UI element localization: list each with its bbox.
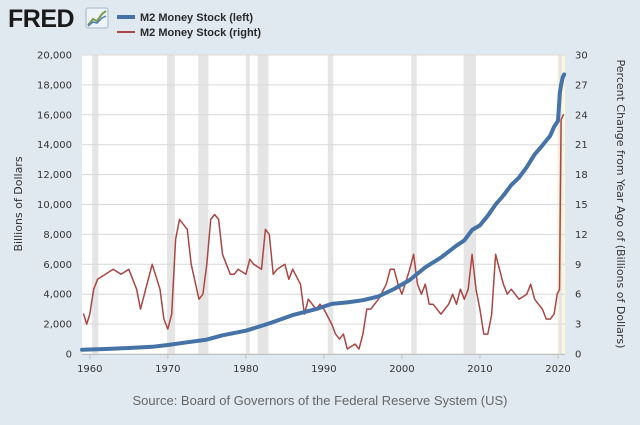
- left-tick-label: 16,000: [37, 110, 72, 121]
- x-tick-label: 1960: [77, 364, 102, 375]
- legend-item-left[interactable]: M2 Money Stock (left): [117, 12, 253, 24]
- legend: M2 Money Stock (left) M2 Money Stock (ri…: [117, 12, 261, 39]
- left-tick-label: 2,000: [43, 320, 72, 331]
- x-tick-label: 1970: [155, 364, 180, 375]
- left-tick-label: 12,000: [37, 170, 72, 181]
- fred-logo-text: FRED: [8, 5, 74, 33]
- left-tick-label: 10,000: [37, 200, 72, 211]
- x-tick-label: 2020: [545, 364, 570, 375]
- right-tick-label: 15: [575, 200, 588, 211]
- source-note: Source: Board of Governors of the Federa…: [133, 393, 508, 408]
- x-tick-label: 2010: [467, 364, 492, 375]
- series-layer: [80, 72, 567, 352]
- left-tick-label: 8,000: [43, 230, 72, 241]
- left-tick-label: 18,000: [37, 80, 72, 91]
- left-tick-label: 6,000: [43, 260, 72, 271]
- right-tick-label: 27: [575, 80, 588, 91]
- left-tick-label: 4,000: [43, 290, 72, 301]
- legend-item-right[interactable]: M2 Money Stock (right): [117, 27, 261, 39]
- legend-label-left: M2 Money Stock (left): [140, 12, 253, 24]
- left-tick-label: 14,000: [37, 140, 72, 151]
- right-tick-label: 0: [575, 350, 581, 361]
- right-tick-label: 6: [575, 290, 581, 301]
- right-tick-label: 30: [575, 51, 588, 62]
- right-tick-label: 21: [575, 140, 588, 151]
- fred-logo-graph-icon: [85, 7, 109, 29]
- right-axis: 0 3 6 9 12 15 18 21 24 27 30: [575, 51, 588, 361]
- right-tick-label: 12: [575, 230, 588, 241]
- left-axis-title: Billions of Dollars: [12, 156, 25, 251]
- left-axis: 0 2,000 4,000 6,000 8,000 10,000 12,000 14,000 1…: [37, 51, 72, 361]
- left-tick-label: 0: [66, 350, 72, 361]
- x-tick-label: 1980: [233, 364, 258, 375]
- right-tick-label: 3: [575, 320, 581, 331]
- right-axis-title: Percent Change from Year Ago of (Billion…: [614, 60, 627, 349]
- left-tick-label: 20,000: [37, 51, 72, 62]
- x-tick-label: 2000: [389, 364, 414, 375]
- series-line-right[interactable]: [82, 114, 565, 350]
- right-tick-label: 9: [575, 260, 581, 271]
- x-tick-label: 1990: [311, 364, 336, 375]
- fred-logo[interactable]: FRED: [8, 5, 109, 33]
- x-axis: 1960 1970 1980 1990 2000 2010 2020: [77, 354, 571, 375]
- legend-label-right: M2 Money Stock (right): [140, 27, 261, 39]
- right-tick-label: 24: [575, 110, 588, 121]
- right-tick-label: 18: [575, 170, 588, 181]
- series-line-left[interactable]: [80, 72, 567, 352]
